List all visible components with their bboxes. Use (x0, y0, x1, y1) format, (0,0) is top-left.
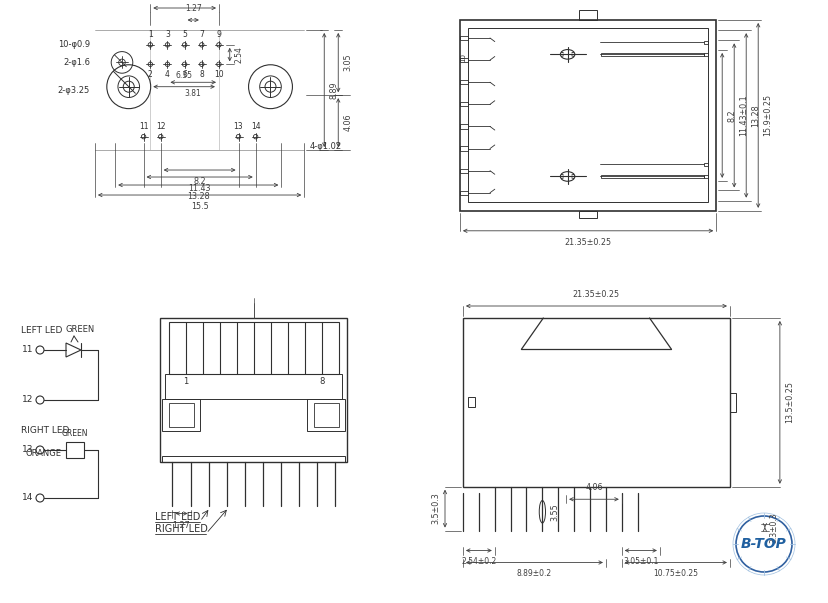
Text: 1: 1 (183, 377, 188, 387)
Text: ORANGE: ORANGE (26, 449, 62, 458)
Bar (460, 191, 468, 195)
Text: 10-φ0.9: 10-φ0.9 (58, 40, 90, 49)
Text: 8: 8 (200, 71, 204, 79)
Text: 1.27: 1.27 (185, 4, 201, 13)
Text: 4-φ1.02: 4-φ1.02 (309, 142, 341, 151)
Bar (460, 169, 468, 173)
Text: 6.35: 6.35 (176, 71, 192, 80)
Text: 15.5: 15.5 (190, 202, 209, 211)
Bar (160, 318, 347, 462)
Text: 1.27: 1.27 (172, 520, 190, 529)
Bar (703, 163, 707, 166)
Text: 3: 3 (165, 30, 170, 39)
Text: 14: 14 (22, 493, 33, 502)
Text: LEFT LED: LEFT LED (155, 513, 200, 523)
Bar (703, 175, 707, 178)
Text: 8.2: 8.2 (726, 109, 735, 122)
Bar (66, 442, 84, 458)
Text: 8.2: 8.2 (193, 177, 205, 186)
Text: GREEN: GREEN (61, 429, 88, 438)
Text: 10.75±0.25: 10.75±0.25 (652, 569, 697, 578)
Bar (313, 403, 339, 427)
Text: 2.54±0.2: 2.54±0.2 (460, 558, 496, 566)
Bar (162, 455, 344, 462)
Text: 12: 12 (156, 122, 166, 131)
Bar (468, 397, 475, 408)
Text: 21.35±0.25: 21.35±0.25 (564, 238, 611, 247)
Text: 1: 1 (147, 30, 152, 39)
Text: 8: 8 (319, 377, 324, 387)
Text: 3.81: 3.81 (185, 89, 201, 98)
Text: 14: 14 (251, 122, 260, 131)
Text: 21.35±0.25: 21.35±0.25 (572, 290, 619, 299)
Text: 13: 13 (22, 446, 33, 455)
Bar (600, 175, 703, 178)
Text: 3.05±0.1: 3.05±0.1 (623, 558, 657, 566)
Bar (703, 40, 707, 44)
Bar (579, 211, 596, 218)
Bar (460, 20, 715, 211)
Bar (307, 399, 344, 431)
Bar (729, 393, 735, 412)
Text: B-TOP: B-TOP (740, 537, 786, 551)
Text: 7: 7 (199, 30, 204, 39)
Text: 13: 13 (233, 122, 243, 131)
Text: 13.28: 13.28 (187, 192, 209, 201)
Bar (600, 52, 703, 56)
Text: 4.06: 4.06 (585, 483, 602, 492)
Text: 3.05: 3.05 (343, 54, 352, 71)
Text: RIGHT LED: RIGHT LED (155, 525, 208, 534)
Text: 8.89: 8.89 (175, 0, 194, 1)
Text: 2.54: 2.54 (234, 46, 243, 63)
Text: 11.43±0.1: 11.43±0.1 (739, 95, 748, 136)
Bar (165, 374, 342, 399)
Text: 10: 10 (214, 71, 224, 79)
Text: 13.5±0.25: 13.5±0.25 (784, 381, 793, 423)
Text: GREEN: GREEN (66, 325, 95, 334)
Text: 6: 6 (182, 71, 187, 79)
Text: LEFT LED: LEFT LED (21, 326, 62, 335)
Text: 11.43: 11.43 (188, 184, 210, 193)
Text: 10: 10 (460, 54, 466, 63)
Bar (468, 28, 707, 203)
Text: 8.89: 8.89 (329, 81, 338, 99)
Text: 2: 2 (147, 71, 152, 79)
Text: 5: 5 (182, 30, 187, 39)
Text: RIGHT LED: RIGHT LED (21, 426, 70, 435)
Text: 9: 9 (216, 30, 221, 39)
Bar (162, 399, 200, 431)
Text: 3.5±0.3: 3.5±0.3 (431, 493, 440, 525)
Bar (579, 10, 596, 20)
Bar (460, 147, 468, 151)
Text: 4: 4 (165, 71, 170, 79)
Text: 13.28: 13.28 (750, 104, 759, 127)
Bar (703, 52, 707, 56)
Bar (460, 58, 468, 62)
Bar (460, 124, 468, 128)
Bar (460, 36, 468, 40)
Text: 8.89±0.2: 8.89±0.2 (516, 569, 551, 578)
Text: 3.55: 3.55 (550, 503, 559, 520)
Text: 15.9±0.25: 15.9±0.25 (763, 94, 771, 136)
Bar (463, 318, 729, 487)
Text: 12: 12 (22, 396, 33, 405)
Bar (460, 103, 468, 107)
Text: 2-φ3.25: 2-φ3.25 (58, 86, 90, 95)
Bar (169, 323, 339, 374)
Text: 11: 11 (22, 346, 33, 355)
Text: 4.06: 4.06 (343, 114, 352, 131)
Text: 2-φ1.6: 2-φ1.6 (63, 58, 90, 67)
Bar (460, 80, 468, 84)
Bar (169, 403, 194, 427)
Text: 3.3±0.3: 3.3±0.3 (769, 512, 778, 543)
Text: 11: 11 (138, 122, 148, 131)
